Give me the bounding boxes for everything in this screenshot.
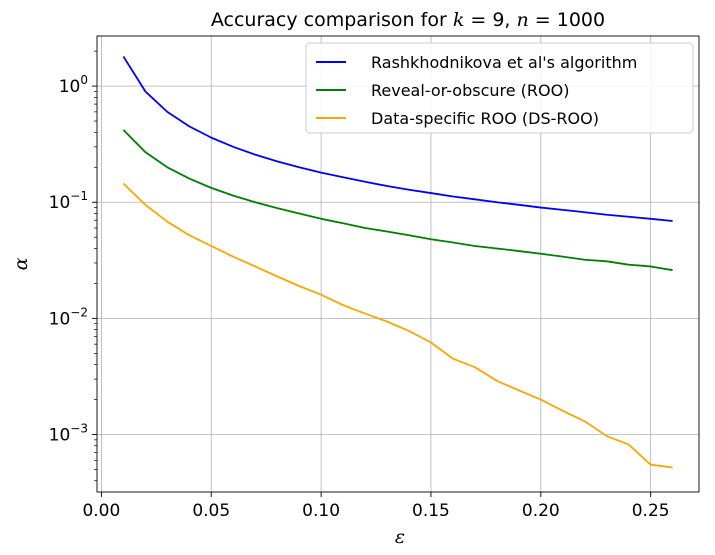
y-axis: 100 10−1 10−2 10−3 [49, 50, 97, 482]
x-tick-label: 0.25 [632, 501, 670, 521]
series-line-2 [122, 129, 673, 272]
series-layer [122, 55, 673, 469]
y-tick-label: 10−2 [49, 305, 88, 329]
series-line-1 [122, 55, 673, 222]
x-axis: 0.00 0.05 0.10 0.15 0.20 0.25 [82, 492, 670, 521]
plot-frame [96, 35, 700, 493]
x-axis-label: ε [395, 526, 405, 548]
legend-box [305, 42, 694, 134]
y-axis-label: α [10, 257, 32, 270]
legend-label: Rashkhodnikova et al's algorithm [371, 53, 637, 72]
x-tick-label: 0.15 [412, 501, 450, 521]
x-tick-label: 0.20 [522, 501, 560, 521]
y-tick-label: 10−3 [49, 422, 88, 446]
series-line-3 [122, 182, 673, 469]
x-tick-label: 0.05 [192, 501, 230, 521]
legend-label: Reveal-or-obscure (ROO) [371, 81, 569, 100]
x-tick-label: 0.00 [82, 501, 120, 521]
y-tick-label: 10−1 [49, 189, 88, 213]
legend: Rashkhodnikova et al's algorithm Reveal-o… [305, 42, 694, 134]
legend-label: Data-specific ROO (DS-ROO) [371, 109, 599, 128]
chart-title: Accuracy comparison for k = 9, n = 1000 [211, 9, 605, 31]
x-tick-label: 0.10 [302, 501, 340, 521]
y-tick-label: 100 [59, 73, 88, 97]
